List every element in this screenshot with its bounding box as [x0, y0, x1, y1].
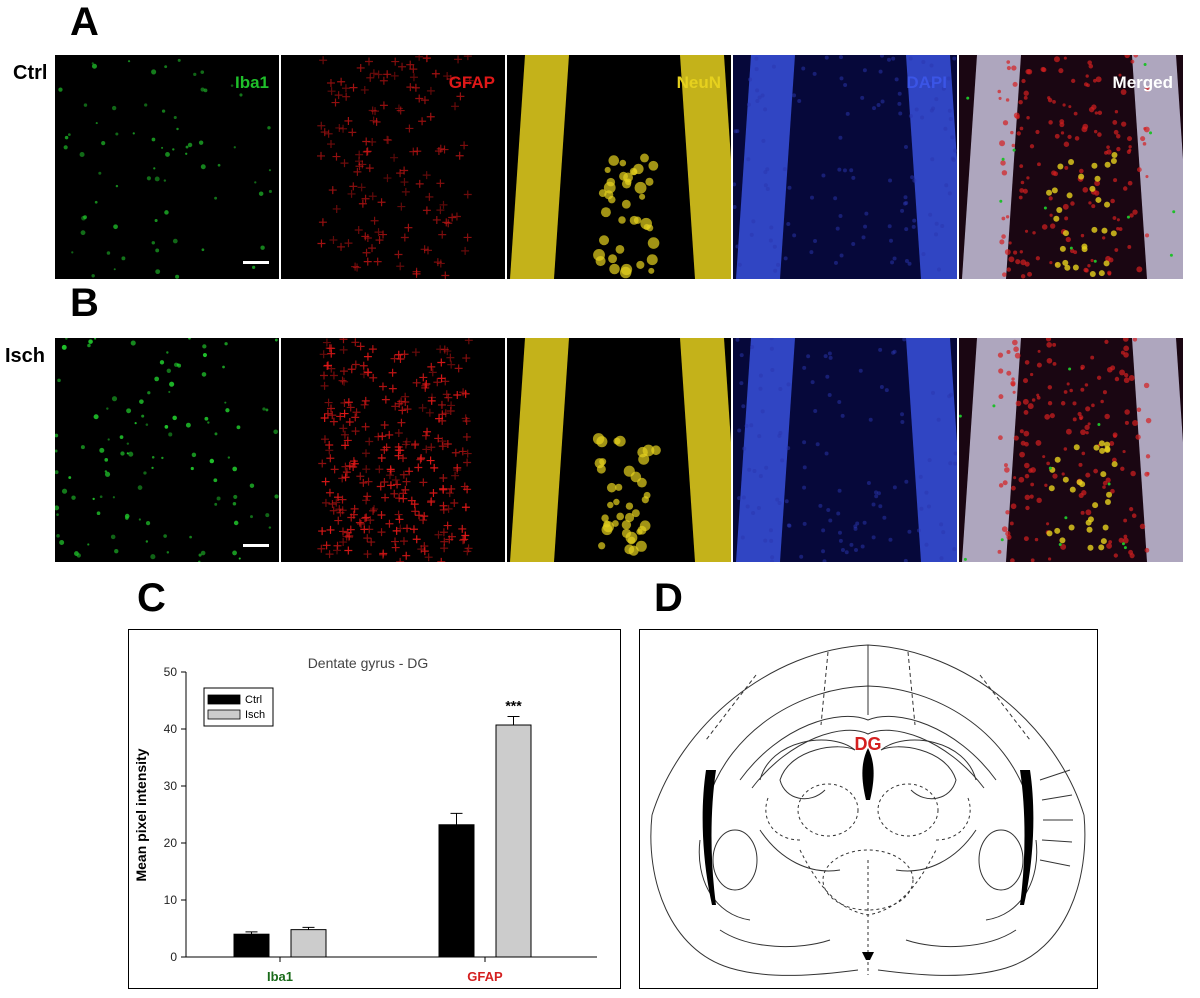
- micrograph-ctrl-gfap: GFAP: [281, 55, 505, 279]
- micrograph-isch-iba1: [55, 338, 279, 562]
- error-bar-ctrl-gfap: [450, 812, 463, 825]
- y-tick-label: 0: [170, 950, 177, 964]
- channel-label-dapi: DAPI: [906, 73, 947, 92]
- channel-label-neun: NeuN: [676, 73, 721, 92]
- error-bar-isch-iba1: [302, 926, 315, 930]
- error-bar-ctrl-iba1: [245, 931, 258, 935]
- micrograph-ctrl-dapi: DAPI: [733, 55, 957, 279]
- channel-label-gfap: GFAP: [448, 73, 495, 92]
- brain-section-diagram: DG: [650, 644, 1086, 976]
- legend-swatch-isch: [207, 709, 241, 720]
- legend-box: [203, 687, 274, 727]
- chart-legend: Ctrl Isch: [203, 687, 274, 727]
- row-label-ctrl: Ctrl: [13, 62, 48, 84]
- panel-letter-a: A: [70, 0, 99, 44]
- y-tick-label: 30: [164, 779, 178, 793]
- micrograph-ctrl-iba1: Iba1: [55, 55, 279, 279]
- y-tick-label: 20: [164, 836, 178, 850]
- legend-label-ctrl: Ctrl: [245, 694, 262, 706]
- scale-bar: [243, 544, 269, 547]
- error-bar-isch-gfap: [507, 715, 520, 726]
- row-label-isch: Isch: [5, 345, 46, 367]
- micrograph-isch-neun: [507, 338, 731, 562]
- micrograph-ctrl-neun: NeuN: [507, 55, 731, 279]
- micrograph-isch-dapi: [733, 338, 957, 562]
- bar-isch-iba1: [290, 929, 327, 958]
- y-tick-label: 10: [164, 893, 178, 907]
- channel-label-iba1: Iba1: [234, 73, 269, 92]
- x-tick-label-iba1: Iba1: [267, 969, 293, 984]
- y-tick-label: 50: [164, 665, 178, 679]
- legend-label-isch: Isch: [245, 709, 265, 721]
- micrograph-isch-merged: [959, 338, 1183, 562]
- x-tick-label-gfap: GFAP: [467, 969, 503, 984]
- channel-label-merged: Merged: [1112, 73, 1173, 92]
- bar-ctrl-gfap: [438, 824, 475, 958]
- legend-swatch-ctrl: [207, 694, 241, 705]
- panel-letter-b: B: [70, 281, 99, 325]
- panel-letter-d: D: [654, 576, 683, 620]
- scale-bar: [243, 261, 269, 264]
- y-tick-label: 40: [164, 722, 178, 736]
- micrograph-ctrl-merged: Merged: [959, 55, 1183, 279]
- bar-ctrl-iba1: [233, 933, 270, 958]
- panel-letter-c: C: [137, 576, 166, 620]
- micrograph-isch-gfap: [281, 338, 505, 562]
- significance-marker: ***: [505, 697, 522, 713]
- y-axis-label: Mean pixel intensity: [133, 748, 149, 881]
- dg-label: DG: [855, 734, 882, 754]
- bar-isch-gfap: [495, 724, 532, 958]
- diagram-frame: DG: [639, 629, 1098, 989]
- chart-title: Dentate gyrus - DG: [308, 655, 429, 671]
